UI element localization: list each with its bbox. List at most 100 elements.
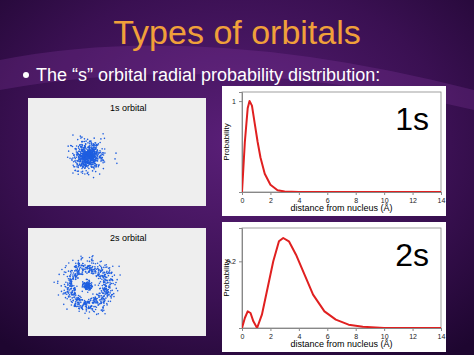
electron-dot [93,162,95,164]
electron-dot [91,267,93,269]
electron-dot [61,291,63,293]
electron-dot [89,164,91,166]
electron-dot [65,286,67,288]
electron-dot [103,154,105,156]
electron-dot [91,268,93,270]
electron-dot [93,155,95,157]
electron-dot [72,278,74,280]
tick-mark [413,192,414,195]
electron-dot [100,151,102,153]
electron-dot [76,297,78,299]
electron-dot [77,273,79,275]
electron-dot [99,288,101,290]
electron-dot [87,286,89,288]
electron-dot [103,300,105,302]
electron-dot [100,158,102,160]
electron-dot [68,296,70,298]
electron-dot [84,284,86,286]
electron-dot [58,274,60,276]
electron-dot [57,282,59,284]
electron-dot [89,146,91,148]
electron-dot [81,162,83,164]
electron-dot [76,267,78,269]
electron-dot [88,307,90,309]
electron-dot [86,284,88,286]
electron-dot [72,278,74,280]
tick-label: 2 [269,197,273,204]
electron-dot [77,139,79,141]
electron-dot [72,153,74,155]
tick-mark [356,328,357,331]
electron-dot [69,286,71,288]
image-frame [28,228,206,336]
electron-dot [88,280,90,282]
electron-dot [91,258,93,260]
electron-dot [78,266,80,268]
electron-dot [112,283,114,285]
electron-dot [88,308,90,310]
electron-dot [98,296,100,298]
electron-dot [99,283,101,285]
x-axis-title: distance from nucleus (Å) [290,203,392,213]
electron-dot [102,271,104,273]
electron-dot [80,259,82,261]
electron-dot [87,279,89,281]
electron-dot [95,142,97,144]
electron-dot [87,268,89,270]
electron-dot [91,157,93,159]
electron-dot [84,283,86,285]
electron-dot [76,270,78,272]
electron-dot [103,310,105,312]
electron-dot [83,268,85,270]
electron-dot [103,283,105,285]
electron-dot [82,153,84,155]
electron-dot [96,293,98,295]
electron-dot [87,267,89,269]
electron-dot [89,155,91,157]
electron-dot [74,306,76,308]
electron-dot [102,307,104,309]
electron-dot [90,140,92,142]
electron-dot [90,267,92,269]
electron-dot [95,298,97,300]
electron-dot [103,278,105,280]
electron-dot [107,282,109,284]
electron-dot [77,306,79,308]
electron-dot [65,297,67,299]
electron-dot [82,283,84,285]
electron-dot [91,157,93,159]
electron-dot [102,311,104,313]
electron-dot [80,146,82,148]
electron-dot [88,152,90,154]
electron-dot [110,273,112,275]
electron-dot [88,285,90,287]
chart: 0246810121411sdistance from nucleus (Å)P… [222,86,446,216]
electron-dot [90,163,92,165]
electron-dot [84,264,86,266]
electron-dot [104,273,106,275]
electron-dot [82,156,84,158]
tick-mark [239,261,242,262]
electron-dot [85,288,87,290]
electron-dot [90,158,92,160]
electron-dot [90,270,92,272]
electron-dot [90,152,92,154]
electron-dot [79,155,81,157]
electron-dot [93,310,95,312]
background [0,0,474,355]
electron-dot [95,263,97,265]
electron-dot [82,156,84,158]
electron-dot [97,262,99,264]
y-axis-title: Probability [222,123,231,160]
electron-dot [88,152,90,154]
electron-dot [100,153,102,155]
electron-dot [85,287,87,289]
electron-dot [87,286,89,288]
electron-dot [83,166,85,168]
electron-dot [57,281,59,283]
electron-dot [88,271,90,273]
electron-dot [74,266,76,268]
electron-dot [81,265,83,267]
electron-dot [84,159,86,161]
electron-dot [88,153,90,155]
